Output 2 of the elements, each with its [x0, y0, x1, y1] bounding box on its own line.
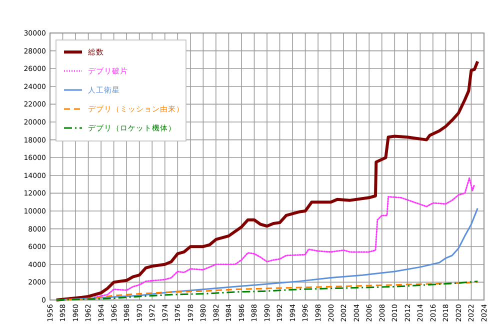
line-series — [94, 177, 476, 298]
line-series — [54, 60, 480, 302]
